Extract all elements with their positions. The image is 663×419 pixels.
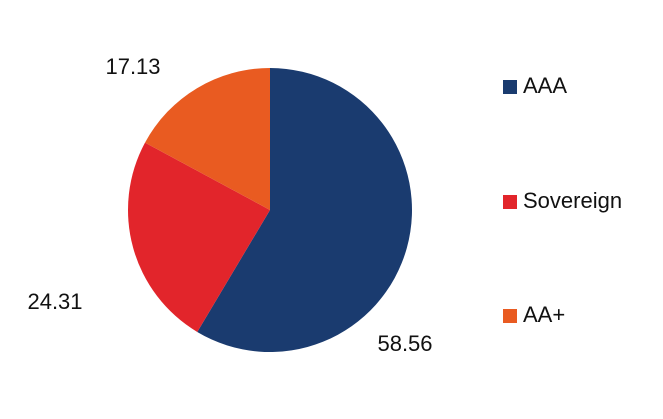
legend-swatch (503, 80, 517, 94)
legend-label: AA+ (523, 302, 565, 327)
pie-slice (128, 142, 270, 332)
pie-slice (197, 68, 413, 352)
data-label: 58.56 (377, 331, 432, 356)
legend-label: AAA (523, 73, 567, 98)
pie-slice (145, 68, 270, 210)
legend-label: Sovereign (523, 188, 622, 213)
data-label: 17.13 (105, 54, 160, 79)
data-label: 24.31 (27, 289, 82, 314)
legend-swatch (503, 309, 517, 323)
legend-swatch (503, 195, 517, 209)
